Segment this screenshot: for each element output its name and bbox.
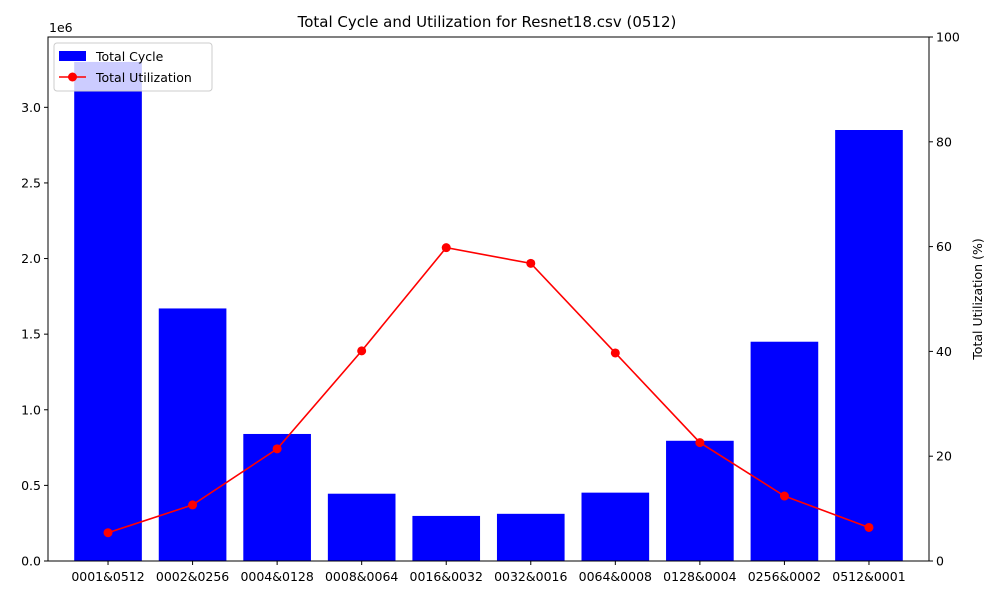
x-tick-label: 0001&0512: [71, 569, 144, 584]
point-total-utilization: [357, 346, 367, 356]
bar-total-cycle: [835, 130, 903, 561]
line-layer: [103, 243, 874, 538]
point-total-utilization: [526, 258, 536, 268]
x-tick-label: 0128&0004: [663, 569, 736, 584]
point-total-utilization: [779, 491, 789, 501]
bars-layer: [74, 61, 903, 561]
y-left-tick-label: 2.5: [21, 175, 41, 190]
bar-total-cycle: [327, 493, 396, 561]
y-right-tick-label: 0: [936, 554, 944, 569]
y-right-tick-label: 60: [936, 239, 952, 254]
legend-marker-total-utilization: [68, 72, 77, 82]
bar-total-cycle: [243, 433, 311, 561]
y-right-axis-label: Total Utilization (%): [970, 238, 985, 360]
legend-label-total-cycle: Total Cycle: [95, 49, 164, 64]
plot-frame: [47, 36, 930, 562]
x-tick-label: 0032&0016: [494, 569, 567, 584]
bar-total-cycle: [158, 308, 227, 561]
x-tick-label: 0256&0002: [748, 569, 821, 584]
y-left-tick-label: 1.5: [21, 327, 41, 342]
point-total-utilization: [695, 438, 705, 448]
chart-title: Total Cycle and Utilization for Resnet18…: [297, 13, 677, 31]
y-right-tick-label: 80: [936, 134, 952, 149]
x-tick-label: 0008&0064: [325, 569, 398, 584]
x-tick-label: 0064&0008: [579, 569, 652, 584]
bar-total-cycle: [666, 440, 734, 561]
y-left-tick-label: 2.0: [21, 251, 41, 266]
y-right-tick-label: 100: [936, 30, 960, 45]
y-left-tick-label: 1.0: [21, 402, 41, 417]
point-total-utilization: [864, 522, 874, 532]
y-right-tick-label: 40: [936, 344, 952, 359]
y-right-tick-label: 20: [936, 449, 952, 464]
x-tick-label: 0512&0001: [832, 569, 905, 584]
y-left-tick-label: 0.0: [21, 554, 41, 569]
x-tick-label: 0004&0128: [240, 569, 313, 584]
point-total-utilization: [272, 444, 282, 454]
bar-total-cycle: [412, 515, 481, 561]
legend-swatch-total-cycle: [59, 51, 86, 61]
axes-layer: 0001&0512 0002&0256 0004&0128 0008&0064 0016…: [21, 30, 960, 585]
legend: Total Cycle Total Utilization: [53, 42, 213, 92]
y-left-offset-text: 1e6: [49, 20, 73, 35]
bar-total-cycle: [496, 513, 565, 561]
legend-label-total-utilization: Total Utilization: [95, 70, 192, 85]
point-total-utilization: [610, 348, 620, 358]
point-total-utilization: [188, 500, 198, 510]
y-left-tick-label: 0.5: [21, 478, 41, 493]
bar-total-cycle: [581, 492, 650, 561]
bar-total-cycle: [750, 341, 819, 561]
point-total-utilization: [103, 528, 113, 538]
x-tick-label: 0002&0256: [156, 569, 229, 584]
legend-box: [53, 42, 213, 92]
y-left-tick-label: 3.0: [21, 100, 41, 115]
bar-total-cycle: [74, 61, 142, 561]
line-total-utilization: [107, 246, 870, 534]
x-tick-label: 0016&0032: [410, 569, 483, 584]
point-total-utilization: [441, 243, 451, 253]
